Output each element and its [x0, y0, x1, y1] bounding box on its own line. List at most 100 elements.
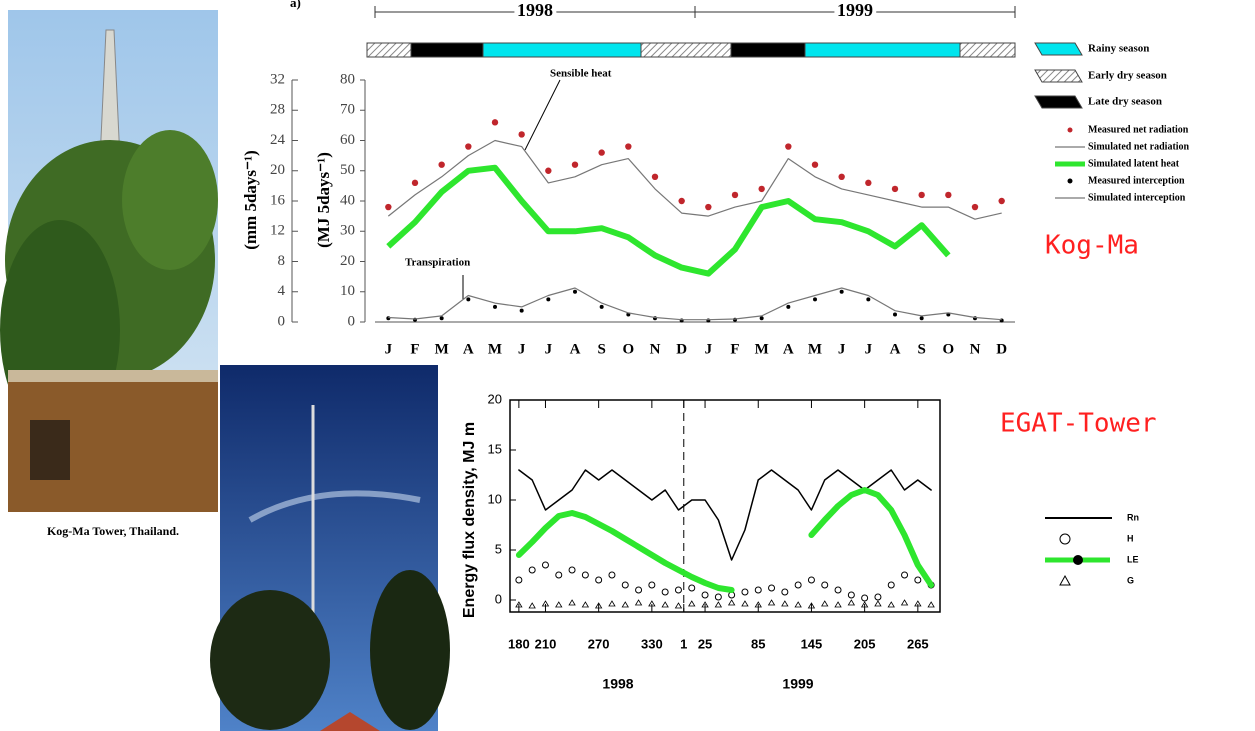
- x-tick-label: 265: [907, 636, 929, 651]
- y-tick-label: 30: [340, 223, 355, 239]
- y-axis-title: (MJ 5days⁻¹): [314, 152, 333, 248]
- data-point: [491, 119, 499, 126]
- data-point: [861, 594, 869, 602]
- data-point: [568, 599, 576, 606]
- x-tick-label: A: [463, 341, 474, 357]
- y-tick-label: 40: [340, 192, 355, 208]
- year-label: 1999: [837, 0, 873, 20]
- x-tick-label: 180: [508, 636, 530, 651]
- data-point: [786, 304, 791, 309]
- year-label: 1998: [602, 676, 633, 692]
- x-tick-label: J: [545, 341, 553, 357]
- data-point: [839, 289, 844, 294]
- data-point: [807, 576, 815, 584]
- data-point: [608, 600, 616, 607]
- data-point: [860, 601, 869, 608]
- data-point: [594, 602, 603, 609]
- data-point: [571, 161, 579, 168]
- x-tick-label: M: [488, 341, 502, 357]
- data-point: [811, 161, 819, 168]
- photo-kogma: [0, 10, 218, 512]
- data-point: [821, 600, 829, 607]
- data-point: [465, 143, 472, 150]
- data-point: [781, 600, 789, 607]
- data-point: [608, 571, 616, 579]
- x-tick-label: 205: [854, 636, 876, 651]
- data-point: [635, 586, 643, 594]
- x-tick-label: M: [808, 341, 822, 357]
- chart-egat: EGAT-Tower Energy flux density, MJ m 0 5 10 1…: [461, 391, 1156, 691]
- legend-label: Simulated latent heat: [1088, 158, 1180, 169]
- annotation: Transpiration: [405, 257, 470, 269]
- data-point: [741, 600, 749, 607]
- data-point: [541, 561, 549, 569]
- data-point: [807, 602, 816, 609]
- data-point: [874, 600, 882, 607]
- y2-tick-label: 8: [278, 253, 286, 269]
- plot-frame: [509, 399, 941, 613]
- data-point: [678, 197, 685, 205]
- data-point: [688, 584, 696, 592]
- y2-axis-title: (mm 5days⁻¹): [241, 150, 260, 250]
- x-tick-label: S: [917, 341, 925, 357]
- data-point: [546, 297, 551, 302]
- data-point: [758, 185, 765, 193]
- data-point: [466, 297, 471, 302]
- data-point: [651, 173, 659, 180]
- y2-tick-label: 16: [270, 192, 286, 208]
- y-tick-label: 5: [495, 541, 502, 556]
- x-tick-label: J: [385, 341, 393, 357]
- thick-line: [515, 487, 935, 593]
- x-tick-label: M: [755, 341, 769, 357]
- thick-line: [386, 164, 951, 277]
- data-point: [598, 149, 605, 156]
- data-point: [794, 581, 802, 589]
- x-tick-label: N: [650, 341, 661, 357]
- legend-symbol: [1073, 555, 1083, 565]
- data-point: [621, 581, 629, 589]
- data-point: [581, 601, 590, 608]
- chart-title: Kog-Ma: [1045, 231, 1139, 261]
- data-point: [914, 576, 922, 584]
- x-tick-label: A: [570, 341, 581, 357]
- data-point: [648, 581, 656, 589]
- x-tick-label: 210: [535, 636, 557, 651]
- data-point: [705, 203, 712, 211]
- photo-egat: [210, 365, 450, 731]
- data-point: [439, 316, 444, 321]
- data-point: [385, 203, 392, 211]
- x-tick-label: J: [838, 341, 846, 357]
- x-tick-label: M: [435, 341, 449, 357]
- data-point: [701, 601, 709, 608]
- data-point: [785, 143, 792, 150]
- data-point: [834, 601, 842, 608]
- y-tick-label: 0: [348, 313, 356, 329]
- data-point: [767, 599, 776, 606]
- x-tick-label: 1: [680, 636, 687, 651]
- x-tick-label: 330: [641, 636, 663, 651]
- data-point: [919, 316, 924, 321]
- season-name: Late dry season: [1088, 96, 1162, 108]
- data-point: [528, 566, 536, 574]
- data-point: [581, 571, 589, 579]
- x-tick-label: O: [622, 341, 634, 357]
- series-line: [387, 139, 1002, 220]
- data-point: [914, 600, 922, 607]
- legend-label: Rn: [1127, 512, 1139, 522]
- x-tick-label: 85: [751, 636, 765, 651]
- data-point: [821, 581, 829, 589]
- data-point: [887, 581, 895, 589]
- data-point: [648, 600, 656, 607]
- annotation-arrow: [524, 79, 561, 151]
- data-point: [688, 600, 696, 607]
- data-point: [714, 593, 722, 601]
- y-tick-label: 20: [340, 253, 355, 269]
- data-point: [813, 297, 817, 302]
- y-tick-label: 0: [495, 591, 502, 606]
- x-tick-label: N: [970, 341, 981, 357]
- season-bar: [366, 42, 1016, 58]
- data-point: [661, 601, 669, 608]
- x-tick-label: J: [518, 341, 526, 357]
- data-point: [625, 143, 632, 150]
- chart-kogma: a) 1998 1999 Kog-Ma 0 10 20 30 40 50 60 70 80 0 4 8 12 16…: [241, 0, 1190, 357]
